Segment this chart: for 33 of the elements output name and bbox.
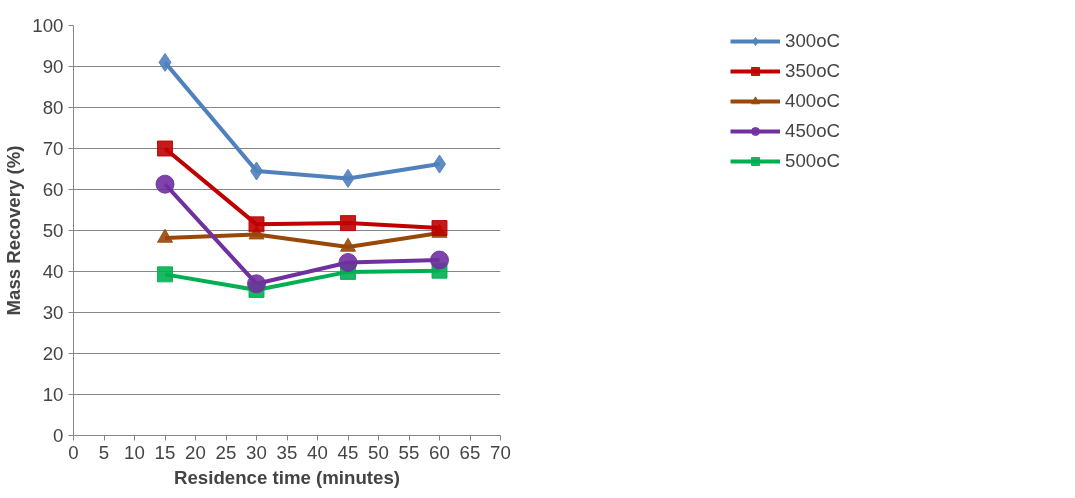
x-tick-label: 10 bbox=[124, 441, 145, 463]
legend-label: 500oC bbox=[785, 150, 840, 172]
legend-label: 350oC bbox=[785, 60, 840, 82]
x-tick-label: 65 bbox=[459, 441, 481, 463]
y-tick-label: 100 bbox=[32, 15, 64, 36]
y-tick-label: 90 bbox=[42, 56, 64, 77]
legend-label: 400oC bbox=[785, 90, 840, 112]
x-tick-label: 5 bbox=[98, 441, 110, 463]
legend-label: 300oC bbox=[785, 30, 840, 52]
x-tick-label: 50 bbox=[368, 441, 389, 463]
legend-label: 450oC bbox=[785, 120, 840, 142]
y-tick-label: 60 bbox=[42, 179, 64, 200]
y-axis-title: Mass Recovery (%) bbox=[3, 145, 25, 316]
y-tick-label: 40 bbox=[42, 261, 64, 282]
x-tick-label: 40 bbox=[307, 441, 328, 463]
y-tick-label: 50 bbox=[42, 220, 64, 241]
x-tick-label: 30 bbox=[246, 441, 267, 463]
x-tick-label: 15 bbox=[154, 441, 176, 463]
x-tick-label: 0 bbox=[68, 441, 79, 463]
y-tick-label: 30 bbox=[42, 302, 64, 323]
x-tick-label: 70 bbox=[490, 441, 511, 463]
y-tick-label: 20 bbox=[42, 343, 64, 364]
y-tick-label: 80 bbox=[42, 97, 64, 118]
x-tick-label: 60 bbox=[429, 441, 450, 463]
x-tick-label: 45 bbox=[337, 441, 359, 463]
x-tick-label: 20 bbox=[185, 441, 206, 463]
x-tick-label: 55 bbox=[398, 441, 420, 463]
x-axis-title: Residence time (minutes) bbox=[174, 466, 401, 488]
y-tick-label: 10 bbox=[42, 384, 64, 405]
x-tick-label: 35 bbox=[276, 441, 298, 463]
y-tick-label: 0 bbox=[53, 425, 64, 446]
x-tick-label: 25 bbox=[215, 441, 237, 463]
y-tick-label: 70 bbox=[42, 138, 64, 159]
